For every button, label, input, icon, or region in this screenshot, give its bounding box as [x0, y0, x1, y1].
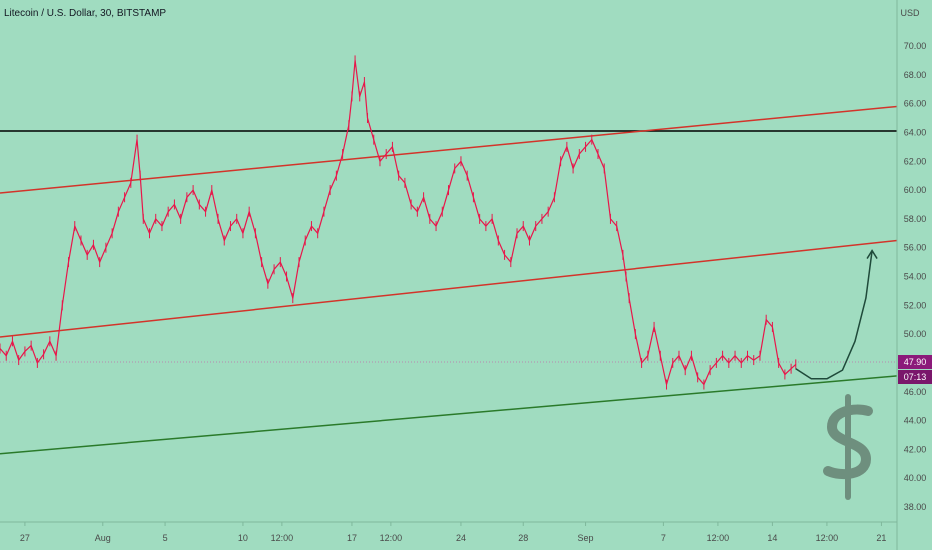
projection-curve [795, 250, 873, 380]
time-tick-label: 5 [163, 533, 168, 543]
currency-label: USD [900, 8, 920, 18]
time-tick-label: 12:00 [707, 533, 730, 543]
price-tick-label: 52.00 [904, 300, 927, 310]
time-tick-label: 10 [238, 533, 248, 543]
price-tick-label: 46.00 [904, 387, 927, 397]
current-price-value: 47.90 [904, 357, 927, 367]
time-tick-label: 17 [347, 533, 357, 543]
price-tick-label: 42.00 [904, 444, 927, 454]
time-tick-label: 24 [456, 533, 466, 543]
time-tick-label: 14 [767, 533, 777, 543]
price-tick-label: 38.00 [904, 502, 927, 512]
channel-support-line [0, 375, 898, 455]
chart-title: Litecoin / U.S. Dollar, 30, BITSTAMP [4, 8, 166, 19]
time-tick-label: 7 [661, 533, 666, 543]
price-tick-label: 66.00 [904, 99, 927, 109]
price-series [0, 55, 797, 390]
time-tick-label: 12:00 [380, 533, 403, 543]
price-tick-label: 40.00 [904, 473, 927, 483]
price-tick-label: 50.00 [904, 329, 927, 339]
price-tick-label: 64.00 [904, 127, 927, 137]
price-tick-label: 70.00 [904, 41, 927, 51]
price-tick-label: 54.00 [904, 272, 927, 282]
price-badge: 47.90 07:13 [898, 355, 932, 384]
time-tick-label: 12:00 [271, 533, 294, 543]
price-tick-label: 44.00 [904, 416, 927, 426]
trend-lines [0, 105, 898, 455]
channel-middle-line [0, 239, 898, 338]
countdown-value: 07:13 [904, 372, 927, 382]
time-axis[interactable]: 27 Aug 5 10 12:00 17 12:00 24 28 Sep 7 12:00 14 12:00… [20, 522, 887, 543]
time-tick-label: Aug [95, 533, 111, 543]
price-tick-label: 56.00 [904, 243, 927, 253]
dollar-sign-icon [823, 394, 873, 500]
price-tick-label: 62.00 [904, 156, 927, 166]
price-tick-label: 58.00 [904, 214, 927, 224]
projection-arrowhead [866, 249, 878, 259]
price-tick-label: 60.00 [904, 185, 927, 195]
projection-arrow [795, 249, 878, 380]
time-tick-label: 27 [20, 533, 30, 543]
time-tick-label: 28 [518, 533, 528, 543]
price-tick-label: 68.00 [904, 70, 927, 80]
time-tick-label: 21 [876, 533, 886, 543]
channel-upper-line [0, 105, 898, 194]
time-tick-label: 12:00 [816, 533, 839, 543]
time-tick-label: Sep [578, 533, 594, 543]
